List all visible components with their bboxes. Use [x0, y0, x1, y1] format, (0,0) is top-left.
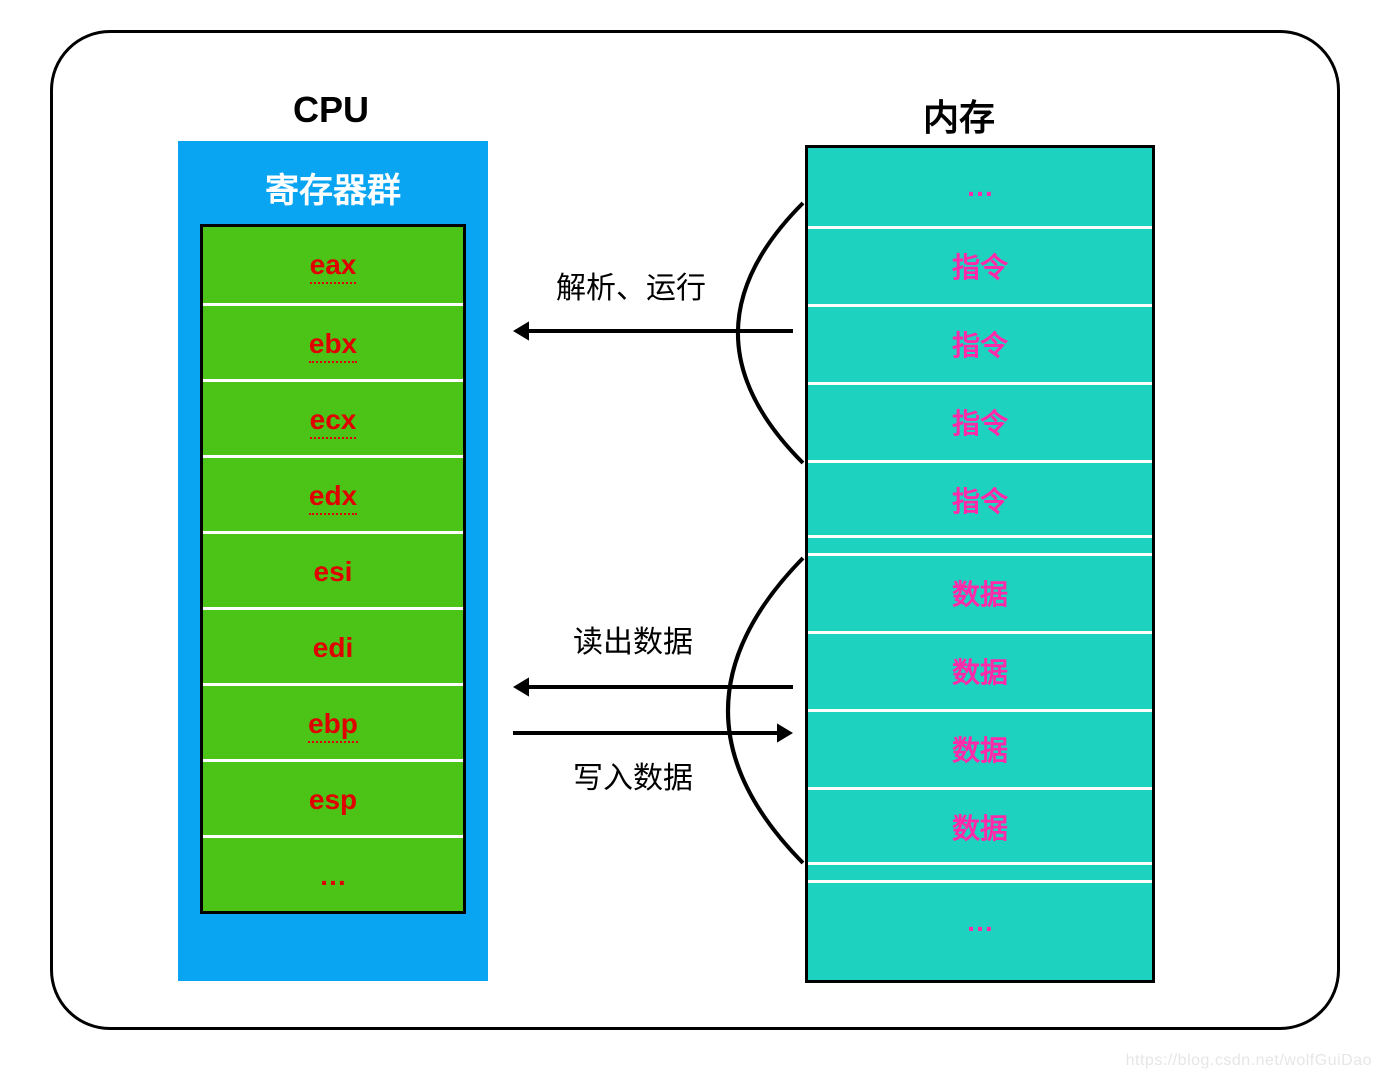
diagram-frame: CPU 内存 寄存器群 eaxebxecxedxesiediebpesp… …指…	[50, 30, 1340, 1030]
watermark: https://blog.csdn.net/wolfGuiDao	[1126, 1052, 1372, 1070]
arrows-svg	[53, 33, 1343, 1033]
